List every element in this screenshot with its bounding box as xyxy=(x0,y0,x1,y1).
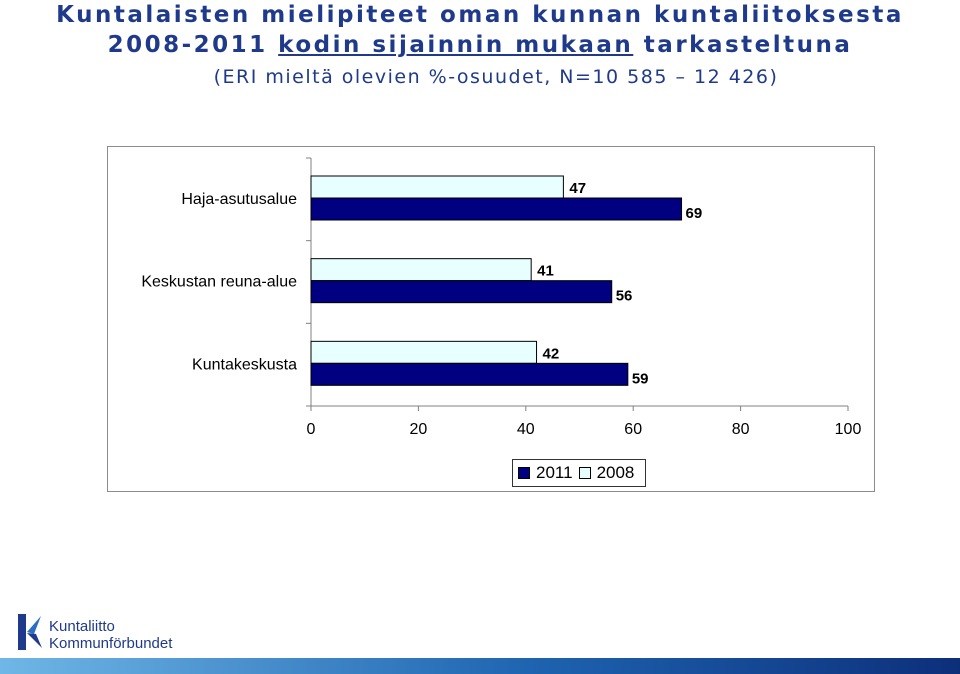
legend-label-2011: 2011 xyxy=(536,463,573,482)
legend-swatch-2011 xyxy=(518,467,530,479)
data-label-2011: 56 xyxy=(616,288,633,305)
legend-swatch-2008 xyxy=(578,467,591,479)
bar-2011 xyxy=(310,362,629,386)
bar-2008 xyxy=(310,258,532,282)
bar-2008 xyxy=(310,175,564,199)
x-tick-label: 20 xyxy=(410,421,428,438)
bar-2011 xyxy=(310,280,613,304)
category-label: Kuntakeskusta xyxy=(192,356,297,373)
x-tick-label: 100 xyxy=(835,421,862,438)
data-label-2008: 42 xyxy=(543,345,560,362)
legend-item-2008: 2008 xyxy=(578,463,635,483)
chart-legend: 2011 2008 xyxy=(512,459,646,487)
kuntaliitto-logo-icon xyxy=(18,614,42,650)
data-label-2008: 41 xyxy=(537,263,554,280)
kuntaliitto-logo: Kuntaliitto Kommunförbundet xyxy=(14,612,214,656)
data-label-2011: 59 xyxy=(632,370,649,387)
x-tick-label: 80 xyxy=(732,421,750,438)
footer-gradient-bar xyxy=(0,658,960,674)
chart-subtitle: (ERI mieltä olevien %-osuudet, N=10 585 … xyxy=(213,66,779,88)
legend-item-2011: 2011 xyxy=(518,463,573,483)
data-label-2008: 47 xyxy=(569,180,586,197)
data-label-2011: 69 xyxy=(686,205,703,222)
chart-title-line1: Kuntalaisten mielipiteet oman kunnan kun… xyxy=(56,2,904,28)
logo-text-line1: Kuntaliitto xyxy=(49,618,115,635)
chart-frame xyxy=(107,146,875,492)
chart-title-line2-prefix: 2008-2011 xyxy=(107,32,279,58)
x-tick-label: 0 xyxy=(307,421,316,438)
chart-title-line2: 2008-2011 kodin sijainnin mukaan tarkast… xyxy=(0,32,960,58)
chart-title-line2-underlined: kodin sijainnin mukaan xyxy=(278,32,634,58)
logo-text-line2: Kommunförbundet xyxy=(49,635,173,652)
chart-title-line2-suffix: tarkasteltuna xyxy=(633,32,853,58)
bar-2008 xyxy=(310,340,538,364)
x-tick-label: 40 xyxy=(517,421,535,438)
bar-2011 xyxy=(310,197,683,221)
legend-label-2008: 2008 xyxy=(596,463,635,482)
category-label: Keskustan reuna-alue xyxy=(141,274,297,291)
x-tick-label: 60 xyxy=(624,421,642,438)
category-label: Haja-asutusalue xyxy=(181,191,297,208)
